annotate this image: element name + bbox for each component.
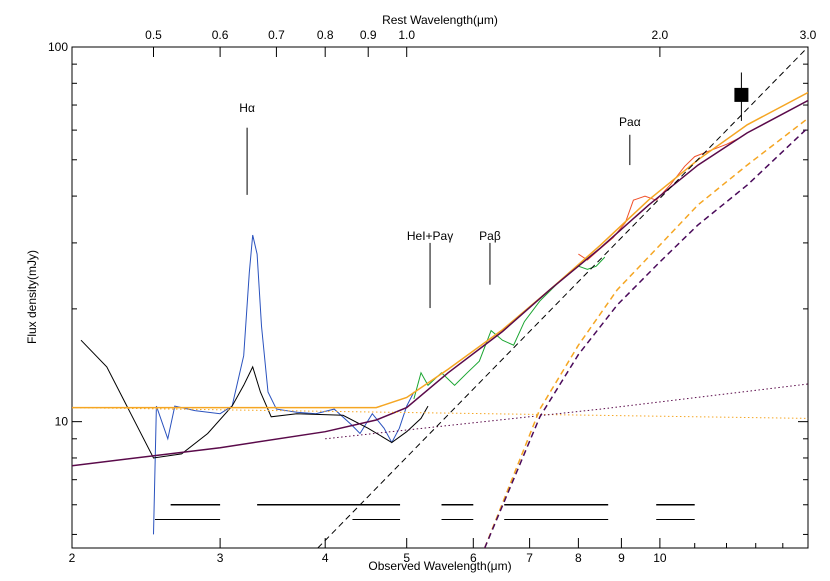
series-line (80, 339, 429, 459)
x2-tick-label: 0.5 (145, 28, 162, 42)
x2-tick-label: 1.0 (398, 28, 415, 42)
x-tick-label: 4 (322, 551, 329, 565)
series-line (72, 407, 808, 419)
x-axis-label: Observed Wavelength(μm) (368, 559, 511, 573)
x-tick-label: 8 (575, 551, 582, 565)
y-tick-label: 10 (55, 415, 69, 429)
x-tick-label: 10 (653, 551, 667, 565)
annotation: Paβ (479, 229, 501, 243)
series-line (317, 47, 808, 548)
annotation: Hα (239, 101, 255, 115)
series-line (484, 117, 808, 548)
series-line (72, 99, 808, 467)
x-tick-label: 7 (526, 551, 533, 565)
x-tick-label: 2 (69, 551, 76, 565)
series-line (153, 234, 415, 535)
x2-tick-label: 0.9 (360, 28, 377, 42)
x-tick-label: 9 (618, 551, 625, 565)
series-line (72, 91, 808, 409)
x-tick-label: 3 (217, 551, 224, 565)
x-tick-label: 6 (470, 551, 477, 565)
annotation: HeI+Paγ (407, 229, 453, 243)
x2-tick-label: 0.8 (317, 28, 334, 42)
annotation: Paα (619, 115, 641, 129)
x2-tick-label: 0.7 (268, 28, 285, 42)
y-tick-label: 100 (48, 40, 68, 54)
series-line (578, 138, 739, 261)
x2-axis-label: Rest Wavelength(μm) (382, 13, 498, 27)
x2-tick-label: 3.0 (800, 28, 817, 42)
x-tick-label: 5 (403, 551, 410, 565)
data-point (734, 87, 749, 102)
x2-tick-label: 0.6 (212, 28, 229, 42)
series-line (325, 383, 808, 440)
x2-tick-label: 2.0 (652, 28, 669, 42)
series-line (484, 127, 808, 548)
plot-frame (71, 46, 809, 549)
y-axis-label: Flux density(mJy) (25, 250, 39, 344)
